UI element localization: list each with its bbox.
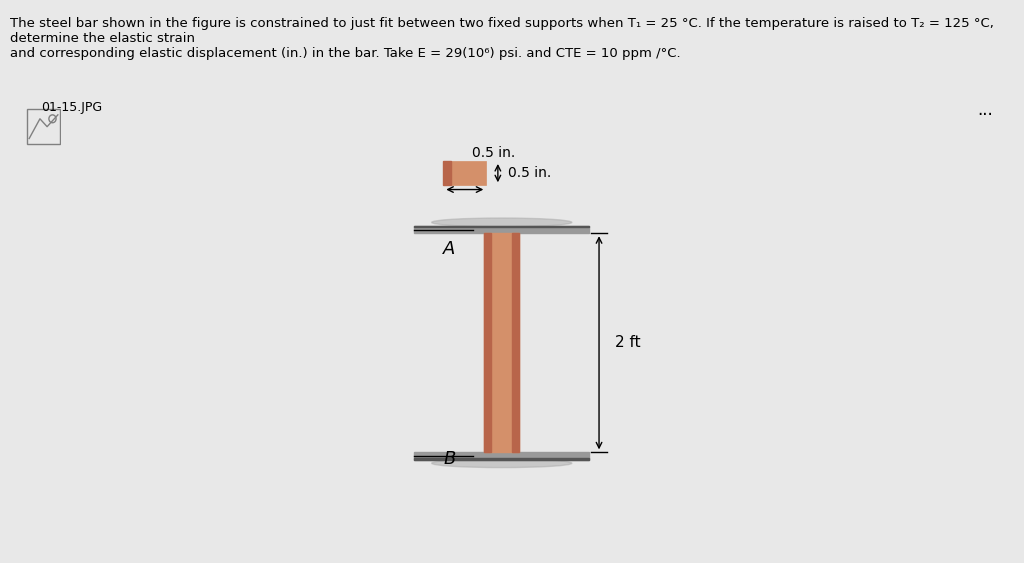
Bar (484, 233, 492, 452)
Text: The steel bar shown in the figure is constrained to just fit between two fixed s: The steel bar shown in the figure is con… (10, 17, 994, 60)
Bar (443, 161, 452, 185)
Bar (512, 233, 519, 452)
Text: B: B (443, 450, 456, 468)
Bar (414, 226, 589, 227)
Text: 2 ft: 2 ft (614, 336, 640, 350)
Bar (443, 161, 486, 185)
Text: A: A (443, 240, 456, 258)
Text: 01-15.JPG: 01-15.JPG (41, 101, 102, 114)
Text: 0.5 in.: 0.5 in. (508, 166, 551, 180)
Bar (414, 458, 589, 460)
Ellipse shape (432, 218, 571, 227)
Ellipse shape (432, 459, 571, 468)
Bar (414, 452, 589, 460)
Bar (414, 226, 589, 233)
Text: ...: ... (978, 101, 993, 119)
Bar (484, 233, 519, 452)
Text: 0.5 in.: 0.5 in. (472, 146, 516, 160)
